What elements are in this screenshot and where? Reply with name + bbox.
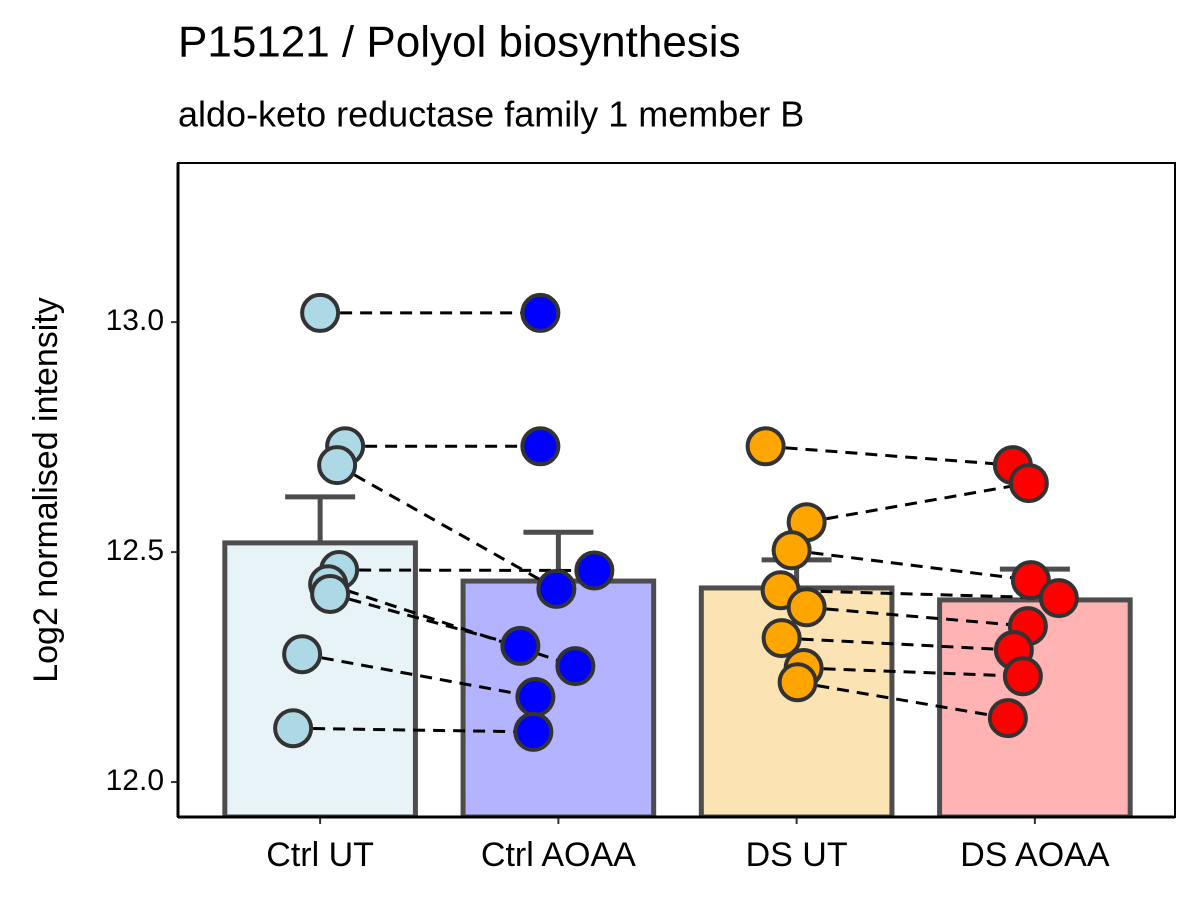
- y-tick-label: 13.0: [106, 304, 164, 337]
- data-point: [574, 550, 615, 591]
- data-point: [520, 292, 561, 333]
- data-point: [500, 625, 541, 666]
- x-tick-label: DS UT: [746, 836, 848, 874]
- data-point: [317, 445, 358, 486]
- data-point: [520, 426, 561, 467]
- x-tick-label: DS AOAA: [960, 836, 1110, 874]
- x-tick-label: Ctrl AOAA: [481, 836, 636, 874]
- data-point: [745, 426, 786, 467]
- x-tick-label: Ctrl UT: [266, 836, 374, 874]
- y-tick-label: 12.5: [106, 534, 164, 567]
- pair-line: [765, 444, 1013, 467]
- data-point: [1002, 656, 1043, 697]
- data-point: [513, 711, 554, 752]
- data-point: [1038, 578, 1079, 619]
- pair-line: [806, 481, 1030, 524]
- data-point: [273, 708, 314, 749]
- data-point: [555, 646, 596, 687]
- data-point: [786, 587, 827, 628]
- bar: [460, 578, 657, 817]
- data-point: [777, 662, 818, 703]
- data-point: [536, 568, 577, 609]
- pair-line: [293, 726, 534, 734]
- pair-line: [806, 605, 1029, 628]
- pair-line: [336, 463, 558, 591]
- pair-line: [329, 592, 521, 648]
- data-point: [1010, 560, 1051, 601]
- data-point: [771, 530, 812, 571]
- data-point: [987, 698, 1028, 739]
- data-point: [761, 618, 802, 659]
- data-point: [300, 292, 341, 333]
- chart-title: P15121 / Polyol biosynthesis: [178, 18, 741, 67]
- data-point: [1008, 463, 1049, 504]
- y-tick-label: 12.0: [106, 764, 164, 797]
- pair-line: [797, 680, 1009, 720]
- chart-subtitle: aldo-keto reductase family 1 member B: [178, 94, 804, 135]
- pair-line: [327, 582, 576, 668]
- pair-line: [803, 666, 1023, 678]
- pair-line: [791, 548, 1032, 582]
- pair-line: [780, 588, 1059, 600]
- data-point: [310, 573, 351, 614]
- data-point: [515, 676, 556, 717]
- y-axis-label: Log2 normalised intensity: [27, 297, 65, 683]
- data-point: [282, 634, 323, 675]
